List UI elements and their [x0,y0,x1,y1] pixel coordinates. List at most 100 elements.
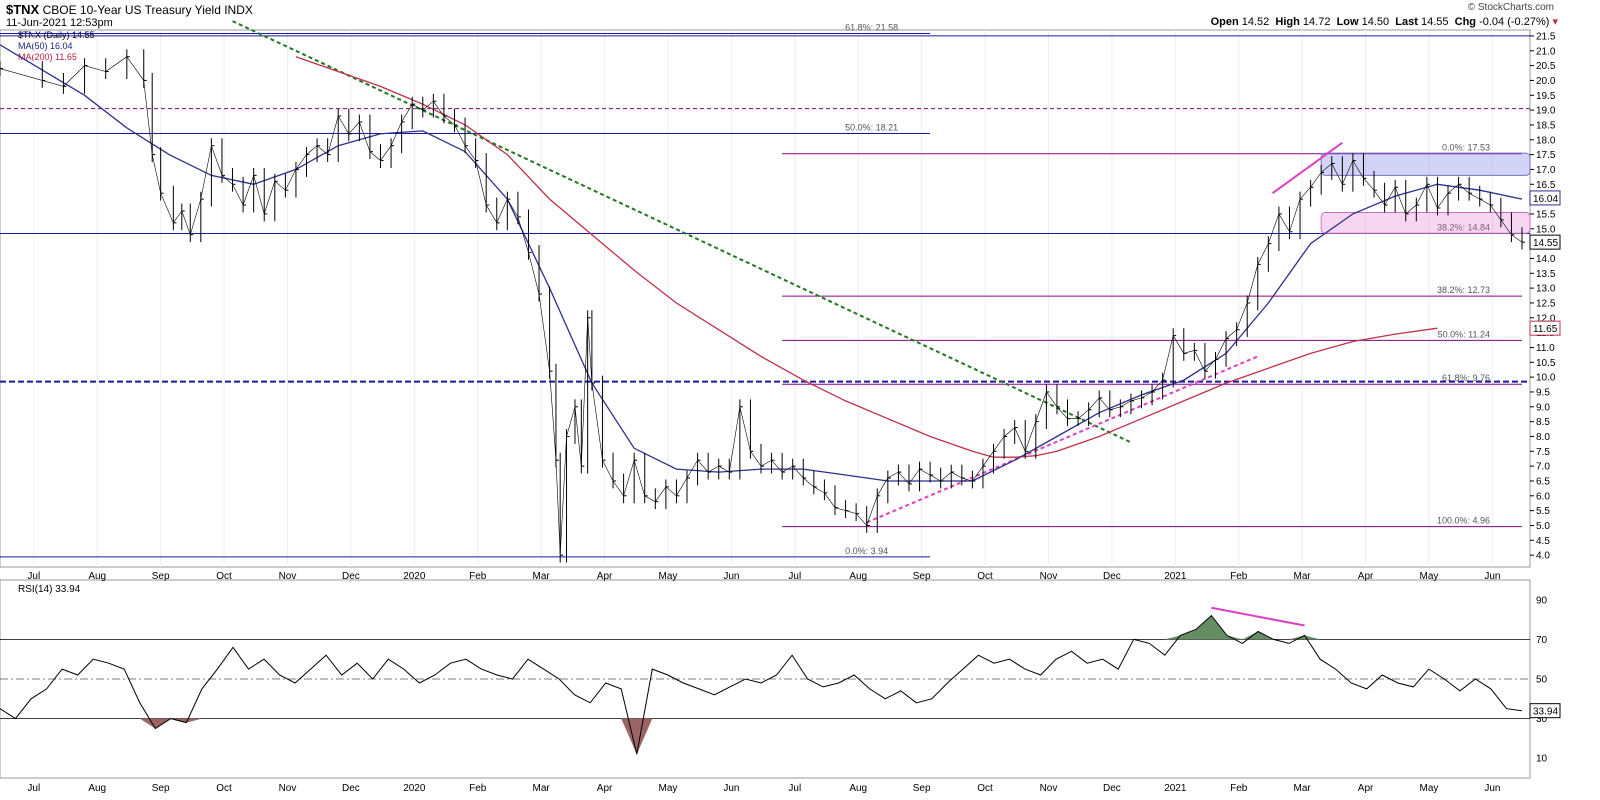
y-tick-label: 6.5 [1536,476,1550,487]
price-line [0,56,1523,556]
rsi-x-tick-label: Feb [469,783,487,794]
y-tick-label: 18.5 [1536,120,1556,131]
y-tick-label: 4.0 [1536,551,1550,562]
quote-bar: Open 14.52 High 14.72 Low 14.50 Last 14.… [1211,15,1558,28]
brand: © StockCharts.com [1467,2,1554,13]
fib-level-label: 50.0%: 18.21 [845,123,898,133]
fib-level-label: 38.2%: 12.73 [1437,285,1490,295]
x-tick-label: Sep [913,571,931,582]
symbol-name: CBOE 10-Year US Treasury Yield INDX [42,3,253,17]
y-tick-label: 16.5 [1536,180,1556,191]
y-tick-label: 17.0 [1536,165,1556,176]
legend-price: $TNX (Daily) 14.55 [18,30,95,40]
y-tick-label: 18.0 [1536,135,1556,146]
chg-label: Chg [1454,16,1477,28]
x-tick-label: Nov [1040,571,1058,582]
y-tick-label: 21.5 [1536,31,1556,42]
rsi-panel-frame [0,579,1531,779]
price-panel-frame [0,29,1531,568]
y-tick-label: 6.0 [1536,491,1550,502]
rsi-label: RSI(14) 33.94 [18,584,81,595]
support-zone [1320,211,1531,234]
rsi-x-tick-label: Oct [977,783,993,794]
y-tick-label: 9.0 [1536,402,1550,413]
down-arrow-icon: ▾ [1552,16,1558,28]
rsi-line [0,614,1523,755]
last-value: 14.55 [1420,16,1449,28]
y-tick-label: 10.5 [1536,358,1556,369]
x-tick-label: May [1420,571,1439,582]
low-value: 14.50 [1361,16,1390,28]
rsi-flag-label: 33.94 [1533,707,1558,718]
open-label: Open [1210,16,1239,28]
x-tick-label: Mar [533,571,551,582]
rsi-x-tick-label: Jun [1484,783,1500,794]
ma50-line [0,44,1523,482]
rsi-x-tick-label: Nov [1040,783,1058,794]
fib-level-label: 50.0%: 11.24 [1438,329,1490,339]
x-tick-label: Nov [279,571,297,582]
rsi-x-tick-label: Oct [216,783,232,794]
chart-title: $TNX CBOE 10-Year US Treasury Yield INDX [6,2,253,17]
divergence-line-price [1271,141,1343,194]
symbol: $TNX [6,2,40,17]
last-label: Last [1395,16,1418,28]
rsi-x-tick-label: Dec [1103,783,1121,794]
fib-level-label: 100.0%: 4.96 [1437,516,1490,526]
rsi-x-tick-label: Mar [533,783,551,794]
low-label: Low [1336,16,1359,28]
rsi-x-tick-label: Aug [849,783,867,794]
chg-value: -0.04 (-0.27%) [1479,16,1550,28]
y-tick-label: 5.5 [1536,506,1550,517]
x-tick-label: Feb [469,571,487,582]
y-tick-label: 9.5 [1536,387,1550,398]
x-tick-label: Dec [342,571,360,582]
price-flag-label: 14.55 [1533,238,1558,249]
downtrend-line [232,20,1132,444]
y-tick-label: 19.0 [1536,106,1556,117]
rsi-x-tick-label: Jul [788,783,801,794]
y-tick-label: 17.5 [1536,150,1556,161]
rsi-x-tick-label: Sep [152,783,170,794]
x-tick-label: Apr [1358,571,1374,582]
fib-level-label: 61.8%: 9.76 [1442,373,1490,383]
rsi-oversold-fill [0,718,1522,755]
fib-level-label: 0.0%: 3.94 [845,546,888,556]
price-flag-label: 11.65 [1533,324,1558,335]
y-tick-label: 13.0 [1536,284,1556,295]
rsi-y-tick-label: 10 [1536,754,1548,765]
x-tick-label: May [659,571,678,582]
y-tick-label: 19.5 [1536,91,1556,102]
fib-level-label: 0.0%: 17.53 [1442,143,1490,153]
y-tick-label: 10.0 [1536,373,1556,384]
rsi-x-tick-label: Feb [1230,783,1248,794]
x-tick-label: Jun [1484,571,1500,582]
x-tick-label: Jul [788,571,801,582]
fib-level-label: 61.8%: 21.58 [845,23,898,33]
price-flag-box [1529,190,1561,206]
x-tick-label: Aug [849,571,867,582]
y-tick-label: 12.0 [1536,313,1556,324]
resistance-zone [1320,152,1531,176]
x-tick-label: 2021 [1164,571,1187,582]
high-label: High [1275,16,1300,28]
rsi-y-tick-label: 70 [1536,635,1548,646]
rsi-flag-box [1529,703,1561,719]
y-tick-label: 15.0 [1536,224,1556,235]
x-tick-label: Jul [27,571,40,582]
rsi-x-tick-label: Mar [1294,783,1312,794]
legend-ma50: MA(50) 16.04 [18,41,73,51]
y-tick-label: 7.5 [1536,447,1550,458]
x-tick-label: Oct [216,571,232,582]
divergence-line-rsi [1211,606,1305,627]
x-tick-label: Feb [1230,571,1248,582]
x-tick-label: Apr [597,571,613,582]
ma200-line [295,56,1438,458]
rsi-overbought-fill [0,615,1522,640]
rsi-x-tick-label: Nov [279,783,297,794]
x-tick-label: 2020 [403,571,426,582]
y-tick-label: 13.5 [1536,269,1556,280]
y-tick-label: 14.0 [1536,254,1556,265]
high-value: 14.72 [1302,16,1331,28]
